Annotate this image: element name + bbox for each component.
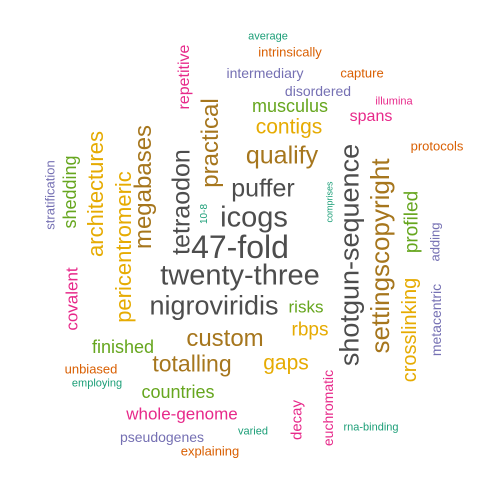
word-covalent: covalent xyxy=(62,267,82,331)
word-protocols: protocols xyxy=(410,138,464,154)
word-comprises: comprises xyxy=(324,181,335,223)
word-gaps: gaps xyxy=(263,351,309,375)
word-pericentromeric: pericentromeric xyxy=(111,171,136,323)
word-musculus: musculus xyxy=(251,96,329,116)
word-unbiased: unbiased xyxy=(64,361,118,377)
word-disordered: disordered xyxy=(284,83,352,99)
word-architectures: architectures xyxy=(83,131,108,257)
word-decay: decay xyxy=(288,399,306,441)
word-totalling: totalling xyxy=(152,350,232,377)
word-spans: spans xyxy=(349,108,393,125)
word-risks: risks xyxy=(288,297,324,317)
word-countries: countries xyxy=(141,382,215,402)
word-illumina: illumina xyxy=(375,95,413,108)
word-crosslinking: crosslinking xyxy=(399,277,421,383)
word-qualify: qualify xyxy=(245,141,319,170)
word-contigs: contigs xyxy=(255,115,323,139)
word-repetitive: repetitive xyxy=(176,44,193,110)
word-custom: custom xyxy=(186,325,264,352)
word-10-8: 10-8 xyxy=(199,203,210,225)
word-explaining: explaining xyxy=(180,443,240,459)
word-pseudogenes: pseudogenes xyxy=(119,429,205,445)
word-euchromatic: euchromatic xyxy=(320,369,336,447)
word-icogs: icogs xyxy=(220,201,288,234)
word-twenty-three: twenty-three xyxy=(160,259,320,292)
word-shotgun-sequence: shotgun-sequence xyxy=(334,143,365,367)
word-varied: varied xyxy=(238,425,268,438)
word-metacentric: metacentric xyxy=(428,283,444,357)
word-puffer: puffer xyxy=(231,174,295,203)
word-employing: employing xyxy=(71,377,123,390)
word-average: average xyxy=(248,30,288,43)
word-finished: finished xyxy=(91,337,155,357)
word-rna-binding: rna-binding xyxy=(343,421,399,434)
word-tetraodon: tetraodon xyxy=(167,149,196,255)
word-capture: capture xyxy=(340,65,384,81)
word-whole-genome: whole-genome xyxy=(126,404,238,424)
word-intrinsically: intrinsically xyxy=(258,44,322,60)
word-stratification: stratification xyxy=(42,160,58,230)
word-adding: adding xyxy=(427,222,443,262)
word-intermediary: intermediary xyxy=(226,65,304,81)
word-practical: practical xyxy=(197,98,224,188)
word-rbps: rbps xyxy=(291,319,329,341)
word-profiled: profiled xyxy=(401,190,423,254)
word-settingscopyright: settingscopyright xyxy=(365,158,395,354)
word-47-fold: 47-fold xyxy=(191,229,289,265)
word-shedding: shedding xyxy=(60,155,80,229)
word-nigroviridis: nigroviridis xyxy=(149,290,279,321)
